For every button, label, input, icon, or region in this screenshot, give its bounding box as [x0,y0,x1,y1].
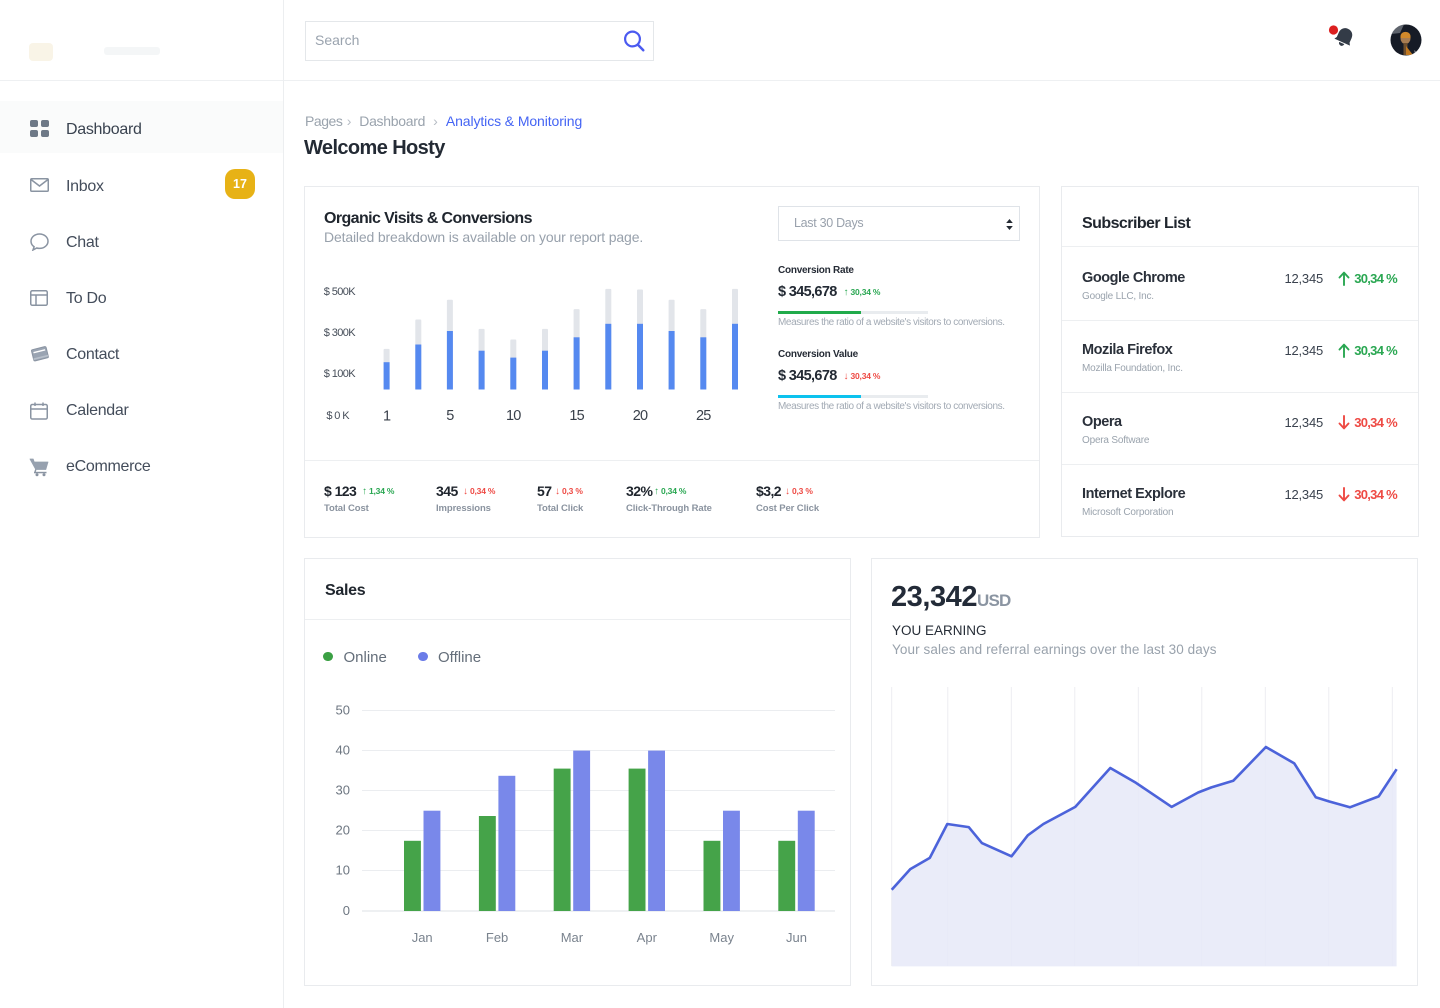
svg-text:Apr: Apr [637,930,658,945]
svg-text:40: 40 [336,743,350,758]
svg-text:25: 25 [696,408,711,424]
svg-text:15: 15 [569,408,584,424]
svg-text:May: May [709,930,734,945]
svg-text:$ 300K: $ 300K [324,327,357,339]
svg-text:10: 10 [506,408,521,424]
svg-text:Jan: Jan [412,930,433,945]
svg-text:Mar: Mar [561,930,584,945]
svg-text:10: 10 [336,863,350,878]
svg-text:5: 5 [446,408,454,424]
svg-text:$ 0 K: $ 0 K [326,410,350,422]
svg-text:Feb: Feb [486,930,508,945]
svg-text:Jun: Jun [786,930,807,945]
svg-text:$ 100K: $ 100K [324,368,357,380]
svg-text:30: 30 [336,783,350,798]
svg-text:0: 0 [343,903,350,918]
svg-text:$ 500K: $ 500K [324,286,357,298]
svg-text:50: 50 [336,703,350,718]
svg-text:1: 1 [383,409,391,425]
svg-text:20: 20 [336,823,350,838]
svg-text:20: 20 [633,408,648,424]
